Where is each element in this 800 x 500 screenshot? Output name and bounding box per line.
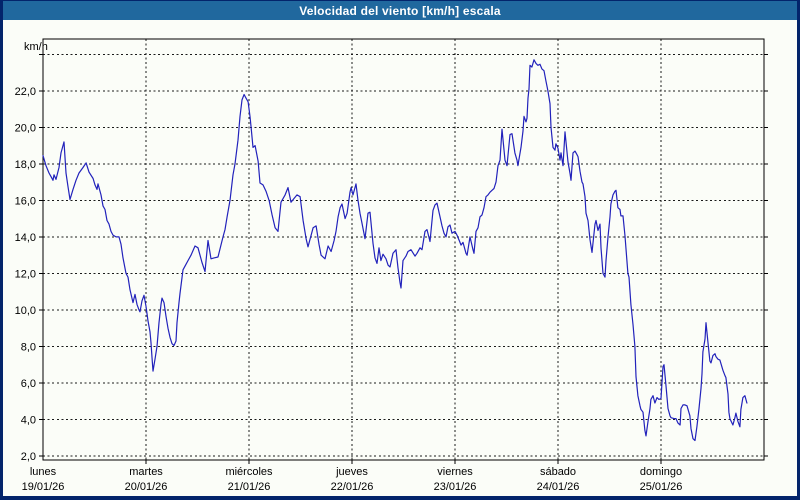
- x-day-label: martes: [129, 466, 163, 478]
- y-tick-label: 8,0: [21, 341, 36, 353]
- wind-speed-chart: 22,0 20,0 18,0 16,0 14,0 12,0 10,0 8,0 6,0 4,0 2,0…: [15, 38, 768, 493]
- x-day-label: sábado: [540, 466, 576, 478]
- titlebar: Velocidad del viento [km/h] escala: [3, 1, 797, 20]
- y-tick-label: 10,0: [15, 305, 36, 317]
- x-date-label: 20/01/26: [125, 481, 168, 493]
- y-axis-unit-label: km/h: [24, 41, 48, 53]
- y-tick-label: 22,0: [15, 86, 36, 98]
- x-date-label: 23/01/26: [434, 481, 477, 493]
- y-tick-label: 4,0: [21, 414, 36, 426]
- x-date-label: 25/01/26: [640, 481, 683, 493]
- y-tick-label: 20,0: [15, 122, 36, 134]
- y-tick-label: 2,0: [21, 451, 36, 463]
- x-day-label: jueves: [335, 466, 368, 478]
- y-tick-label: 12,0: [15, 268, 36, 280]
- y-tick-label: 18,0: [15, 159, 36, 171]
- x-date-label: 22/01/26: [331, 481, 374, 493]
- x-day-label: miércoles: [225, 466, 273, 478]
- wind-speed-line: [42, 59, 748, 442]
- x-date-label: 21/01/26: [228, 481, 271, 493]
- x-day-label: domingo: [640, 466, 682, 478]
- plot-frame: [42, 38, 765, 461]
- x-date-label: 19/01/26: [22, 481, 65, 493]
- y-tick-label: 6,0: [21, 378, 36, 390]
- y-tick-label: 14,0: [15, 232, 36, 244]
- x-date-label: 24/01/26: [537, 481, 580, 493]
- chart-title: Velocidad del viento [km/h] escala: [299, 3, 501, 18]
- x-day-label: lunes: [30, 466, 57, 478]
- x-day-label: viernes: [437, 466, 473, 478]
- y-tick-label: 16,0: [15, 195, 36, 207]
